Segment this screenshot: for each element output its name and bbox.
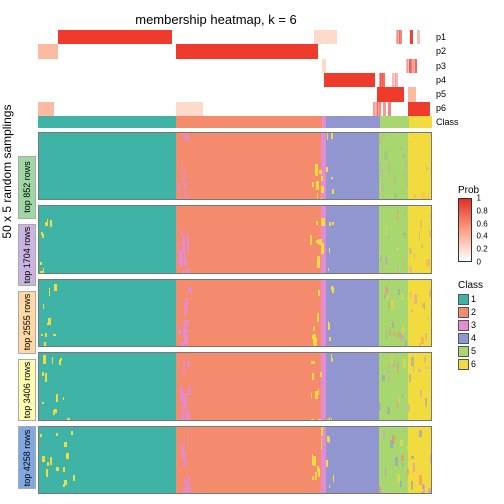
row-label-p6: p6 xyxy=(434,101,456,115)
class-legend-item-6: 6 xyxy=(458,358,502,371)
row-label-p3: p3 xyxy=(434,59,456,73)
prob-row-p5 xyxy=(38,87,432,101)
class-legend: Class 123456 xyxy=(458,280,502,371)
class-legend-item-1: 1 xyxy=(458,293,502,306)
plot-title: membership heatmap, k = 6 xyxy=(0,12,432,27)
prob-tick: 0.4 xyxy=(477,232,488,241)
class-bar-segment-2 xyxy=(176,116,322,128)
prob-ticks: 10.80.60.40.20 xyxy=(475,198,495,262)
panel-label-0: top 852 rows xyxy=(18,156,36,219)
prob-row-p2 xyxy=(38,44,432,58)
panel-1 xyxy=(38,205,432,273)
prob-row-labels: p1p2p3p4p5p6Class xyxy=(434,30,456,128)
row-label-p4: p4 xyxy=(434,73,456,87)
row-label-p5: p5 xyxy=(434,87,456,101)
prob-row-p3 xyxy=(38,59,432,73)
panel-0 xyxy=(38,132,432,200)
prob-row-p1 xyxy=(38,30,432,44)
prob-colorbar xyxy=(458,198,472,262)
membership-panels xyxy=(38,132,432,494)
row-label-class: Class xyxy=(434,116,456,128)
class-legend-item-2: 2 xyxy=(458,306,502,319)
prob-tick: 0.2 xyxy=(477,245,488,254)
row-label-p2: p2 xyxy=(434,44,456,58)
panel-label-4: top 4258 rows xyxy=(18,426,36,489)
heatmap-area xyxy=(38,30,432,494)
class-legend-title: Class xyxy=(458,280,502,291)
prob-tick: 0 xyxy=(477,258,481,267)
class-legend-item-5: 5 xyxy=(458,345,502,358)
class-legend-item-4: 4 xyxy=(458,332,502,345)
class-legend-item-3: 3 xyxy=(458,319,502,332)
class-bar-segment-1 xyxy=(38,116,176,128)
class-bar xyxy=(38,116,432,128)
panel-2 xyxy=(38,279,432,347)
class-bar-segment-5 xyxy=(380,116,410,128)
panel-label-1: top 1704 rows xyxy=(18,224,36,287)
panel-row-labels: top 852 rows top 1704 rows top 2555 rows to… xyxy=(18,156,36,494)
panel-label-2: top 2555 rows xyxy=(18,291,36,354)
probability-rows xyxy=(38,30,432,116)
panel-label-3: top 3406 rows xyxy=(18,359,36,422)
prob-row-p4 xyxy=(38,73,432,87)
row-label-p1: p1 xyxy=(434,30,456,44)
class-bar-segment-4 xyxy=(326,116,379,128)
prob-tick: 0.6 xyxy=(477,219,488,228)
y-axis-label: 50 x 5 random samplings xyxy=(0,105,14,239)
panel-3 xyxy=(38,352,432,420)
class-bar-segment-6 xyxy=(409,116,432,128)
prob-tick: 0.8 xyxy=(477,206,488,215)
prob-legend: Prob 10.80.60.40.20 xyxy=(458,185,502,262)
panel-4 xyxy=(38,426,432,494)
prob-tick: 1 xyxy=(477,194,481,203)
prob-row-p6 xyxy=(38,102,432,116)
